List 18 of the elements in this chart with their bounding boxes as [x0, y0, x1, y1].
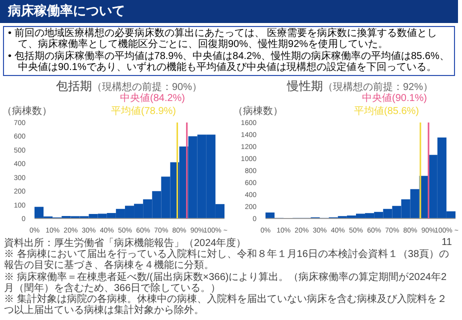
- text: 病床稼働率について: [0, 0, 458, 23]
- ref-line-label: 平均値(78.9%): [110, 105, 176, 119]
- chart-subtitle: （現構想の前提：90%）: [92, 82, 202, 93]
- ref-line-label: 中央値(84.2%): [120, 92, 185, 106]
- text: 11: [442, 237, 452, 248]
- chart-title: 慢性期: [286, 79, 323, 93]
- chart-subtitle: （現構想の前提：92%）: [322, 82, 433, 93]
- y-axis-title: （病棟数）: [233, 105, 283, 119]
- text: • 前回の地域医療構想の必要病床数の算出にあたっては、 医療需要を病床数に換算する数値として、病床稼働率として機能区分ごとに、回復期90%、慢性期92%を使用していた。: [8, 28, 438, 50]
- text: ※ 各病棟において届出を行っている入院料に対し、令和８年１月16日の本検討会資料１（38頁）の報告の目安に基づき、各病棟を４機能に分類。: [4, 249, 450, 272]
- text: • 包括期の病床稼働率の平均値は78.9%、中央値は84.2%、慢性期の病床稼働率の平均値は85.6%、中央値は90.1%であり、いずれの機能も平均値及び中央値は現構想の設定値を下回っている。: [8, 50, 450, 74]
- text: 資料出所：厚生労働省「病床機能報告」（2024年度）: [4, 238, 246, 249]
- text: ※ 集計対象は病院の各病棟。休棟中の病棟、入院料を届出ていない病床を含む病棟及び入院料を２つ以上届出ている病棟は集計対象から除外。: [4, 294, 448, 316]
- y-axis-title: （病棟数）: [2, 105, 52, 119]
- ref-line-label: 中央値(90.1%): [362, 92, 427, 106]
- text: ※ 病床稼働率＝在棟患者延べ数/(届出病床数×366)により算出。（病床稼働率の算定期間が2024年2月（閏年）を含むため、366日で除している。）: [4, 272, 448, 294]
- chart-title: 包括期: [56, 79, 92, 93]
- ref-line-label: 平均値(85.6%): [354, 105, 419, 119]
